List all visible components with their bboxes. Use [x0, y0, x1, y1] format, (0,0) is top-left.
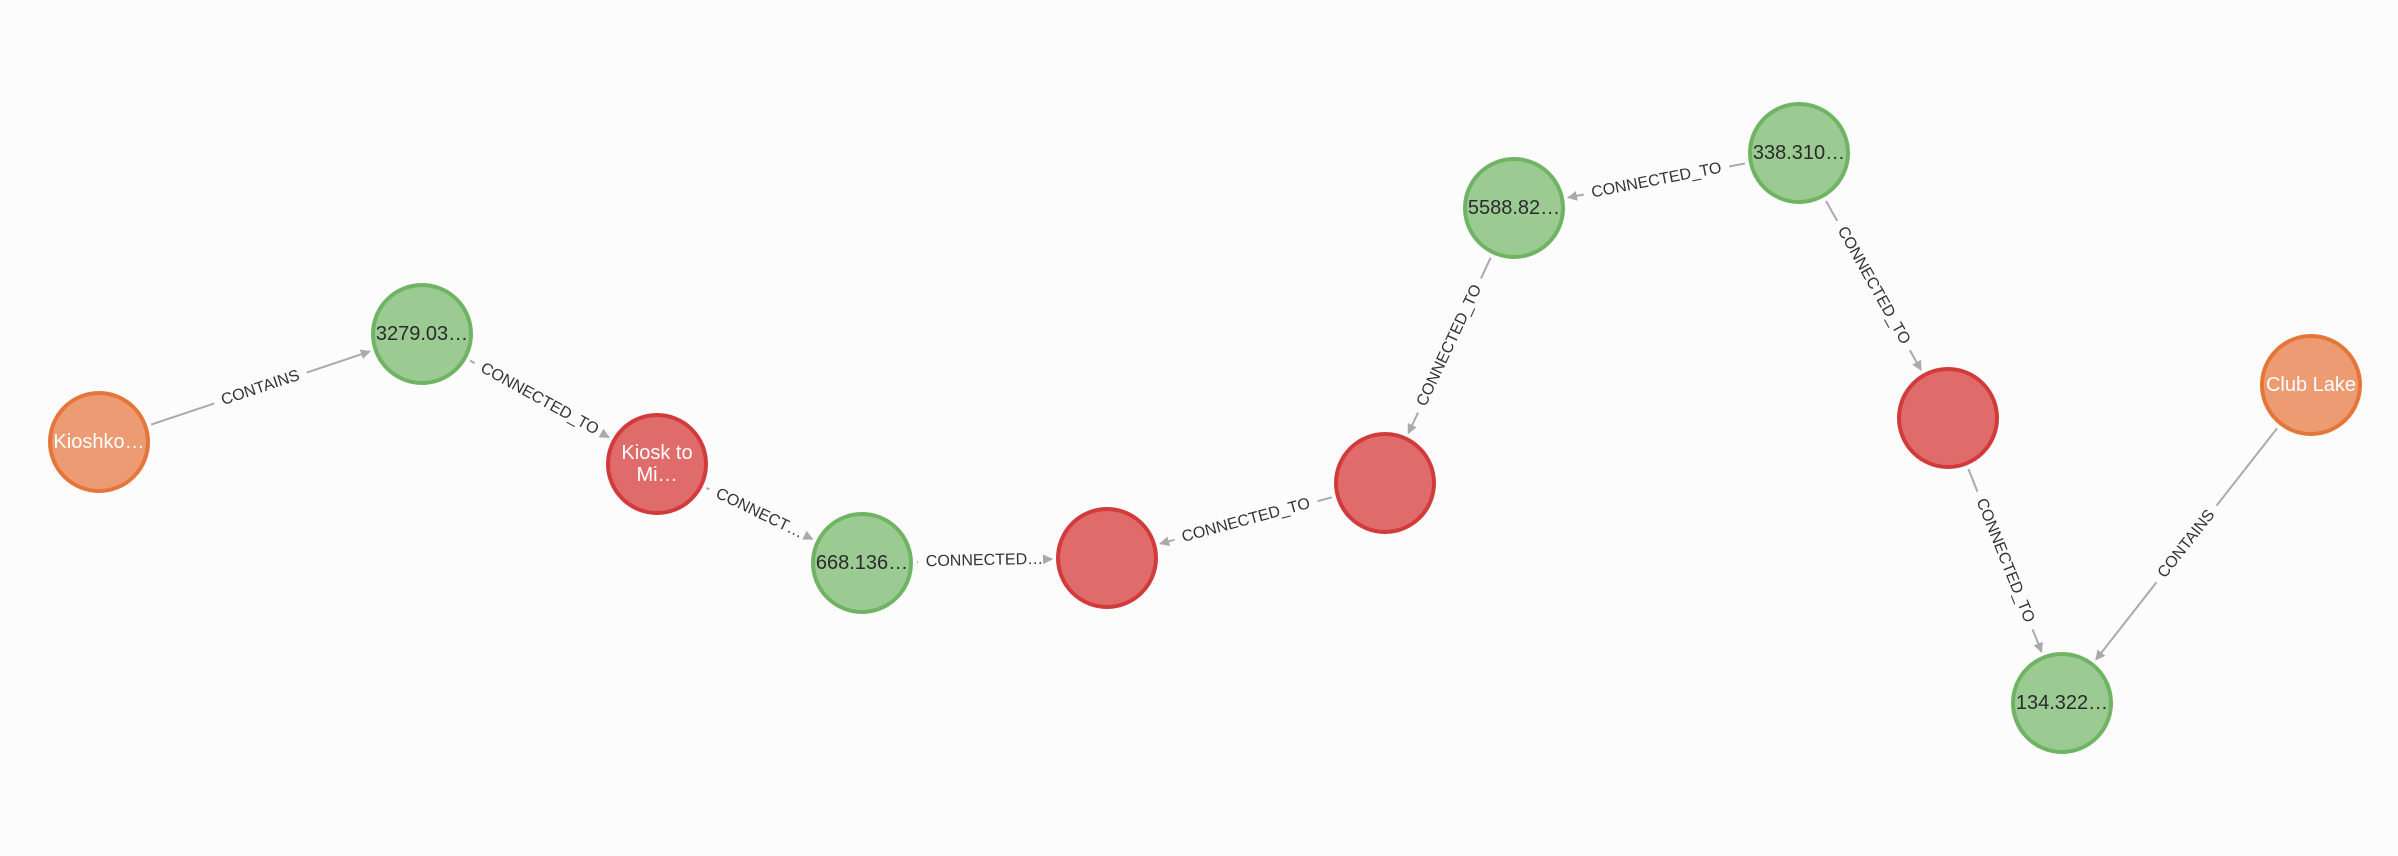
edge-line [1967, 468, 1979, 493]
edge-n8-n7[interactable]: CONNECTED_TO [1567, 160, 1746, 202]
edge-n3-n4[interactable]: CONNECT… [706, 485, 814, 542]
node-n10[interactable]: 134.322… [2011, 652, 2113, 754]
edge-arrow [598, 428, 610, 439]
node-n1[interactable]: Kioshko… [48, 391, 150, 493]
node-circle [811, 512, 913, 614]
edge-n8-n9[interactable]: CONNECTED_TO [1825, 200, 1922, 371]
node-label: Kiosk to [621, 442, 692, 464]
node-n8[interactable]: 338.310… [1748, 102, 1850, 204]
node-label: Kioshko… [53, 431, 144, 453]
edge-n11-n10[interactable]: CONTAINS [2095, 427, 2278, 661]
edge-n1-n2[interactable]: CONTAINS [150, 349, 371, 426]
edge-n6-n5[interactable]: CONNECTED_TO [1159, 495, 1333, 547]
edge-line [706, 487, 710, 491]
edge-n2-n3[interactable]: CONNECTED_TO [469, 359, 610, 439]
edge-label: CONNECTED… [926, 551, 1044, 570]
edge-label: CONNECTED_TO [1590, 160, 1723, 202]
edge-line [1480, 257, 1492, 279]
node-n6[interactable] [1334, 432, 1436, 534]
node-circle [2260, 334, 2362, 436]
node-label: Club Lake [2266, 374, 2356, 396]
edge-label: CONNECTED_TO [478, 360, 602, 439]
node-label: 3279.03… [376, 323, 468, 345]
edge-arrow [306, 349, 371, 374]
node-circle [1748, 102, 1850, 204]
node-n4[interactable]: 668.136… [811, 512, 913, 614]
edge-arrow [2095, 581, 2158, 661]
node-label: 134.322… [2016, 692, 2108, 714]
node-n9[interactable] [1897, 367, 1999, 469]
node-label: 5588.82… [1468, 197, 1560, 219]
edge-line [1729, 162, 1746, 168]
node-label: 668.136… [816, 552, 908, 574]
node-n7[interactable]: 5588.82… [1463, 157, 1565, 259]
edge-line [1825, 200, 1839, 222]
edge-arrow [1567, 190, 1584, 201]
edge-line [2215, 427, 2278, 507]
edge-line [469, 359, 476, 365]
node-circle [1463, 157, 1565, 259]
edge-arrow [802, 530, 814, 540]
node-circle [1897, 367, 1999, 469]
edge-n4-n5[interactable]: CONNECTED… [916, 551, 1054, 570]
node-n3[interactable]: Kiosk toMi… [606, 413, 708, 515]
edge-line [1317, 496, 1333, 503]
edge-label: CONNECTED_TO [1414, 282, 1486, 409]
node-circle [1056, 507, 1158, 609]
edge-arrow [1159, 536, 1175, 547]
node-label: Mi… [636, 464, 677, 486]
edge-label: CONNECT… [713, 485, 806, 542]
edge-n9-n10[interactable]: CONNECTED_TO [1967, 468, 2043, 653]
node-label: 338.310… [1753, 142, 1845, 164]
edge-line [150, 402, 215, 426]
edge-n7-n6[interactable]: CONNECTED_TO [1407, 257, 1492, 435]
edge-label: CONNECTED_TO [1973, 496, 2038, 625]
node-n11[interactable]: Club Lake [2260, 334, 2362, 436]
edge-arrow [2031, 628, 2043, 653]
node-circle [48, 391, 150, 493]
edge-label: CONTAINS [2155, 507, 2219, 582]
node-n5[interactable] [1056, 507, 1158, 609]
edge-arrow [1908, 349, 1922, 371]
node-circle [1334, 432, 1436, 534]
edge-arrow [1407, 412, 1419, 435]
node-circle [2011, 652, 2113, 754]
edge-label: CONNECTED_TO [1180, 495, 1312, 546]
edge-label: CONNECTED_TO [1834, 224, 1914, 348]
node-circle [606, 413, 708, 515]
node-circle [371, 283, 473, 385]
node-n2[interactable]: 3279.03… [371, 283, 473, 385]
edge-label: CONTAINS [219, 367, 302, 409]
